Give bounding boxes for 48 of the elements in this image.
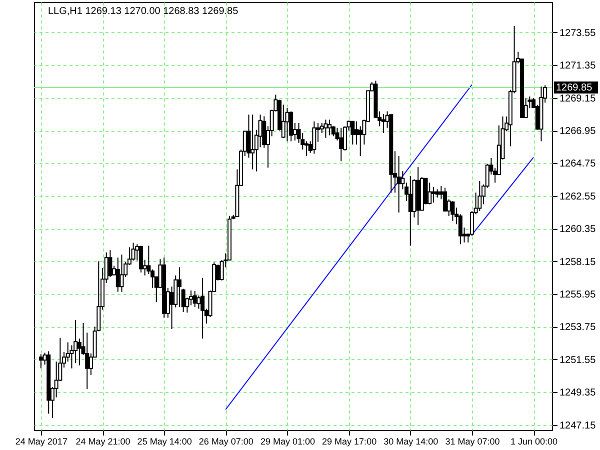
x-tick-label: 30 May 14:00 (384, 436, 438, 446)
candlestick (289, 110, 294, 142)
x-tick-label: 31 May 07:00 (445, 436, 500, 446)
x-tick-label: 24 May 21:00 (76, 436, 130, 446)
candlestick (108, 250, 112, 278)
candlestick (120, 254, 124, 292)
y-tick-label: 1255.95 (560, 290, 596, 301)
y-tick-label: 1264.75 (560, 158, 596, 170)
candlestick (250, 114, 255, 170)
y-tick-label: 1262.55 (560, 191, 596, 202)
candlestick (478, 180, 482, 212)
y-tick-label: 1249.35 (560, 388, 596, 399)
candlestick (312, 120, 316, 154)
y-tick-label: 1269.15 (560, 93, 596, 104)
candlestick (116, 257, 120, 292)
candlestick (381, 114, 386, 134)
candlestick (324, 119, 328, 138)
candlestick (281, 104, 286, 138)
y-tick-label: 1251.55 (560, 354, 596, 366)
candlestick (328, 119, 332, 136)
x-tick-label: 1 Jun 00:00 (510, 436, 558, 446)
candlestick (450, 200, 455, 222)
candlestick (285, 107, 290, 142)
x-tick-label: 29 May 01:00 (260, 436, 315, 446)
y-tick-label: 1273.55 (560, 28, 596, 39)
candlestick (131, 242, 136, 262)
y-tick-label: 1258.15 (560, 256, 596, 268)
candlestick (196, 295, 201, 310)
y-tick-label: 1260.35 (560, 224, 596, 236)
candlestick (38, 354, 43, 369)
ref-line-label: 1269.85 (556, 82, 593, 94)
candlestick (200, 277, 205, 340)
y-tick-label: 1271.35 (560, 60, 596, 72)
x-tick-label: 29 May 17:00 (322, 436, 377, 446)
y-tick-label: 1266.95 (560, 126, 596, 138)
candlestick (428, 182, 432, 205)
candlestick (177, 266, 182, 308)
x-tick-label: 25 May 14:00 (137, 436, 192, 446)
x-tick-label: 24 May 2017 (15, 436, 68, 446)
y-tick-label: 1247.15 (560, 420, 596, 432)
candlestick (431, 186, 436, 204)
x-tick-label: 26 May 07:00 (198, 436, 254, 446)
candlestick (138, 245, 143, 273)
y-tick-label: 1253.75 (560, 322, 596, 334)
candlestick (443, 187, 448, 212)
candlestick (339, 127, 344, 162)
chart-title: LLG,H1 1269.13 1270.00 1268.83 1269.85 (48, 6, 239, 17)
candlestick (350, 120, 355, 146)
